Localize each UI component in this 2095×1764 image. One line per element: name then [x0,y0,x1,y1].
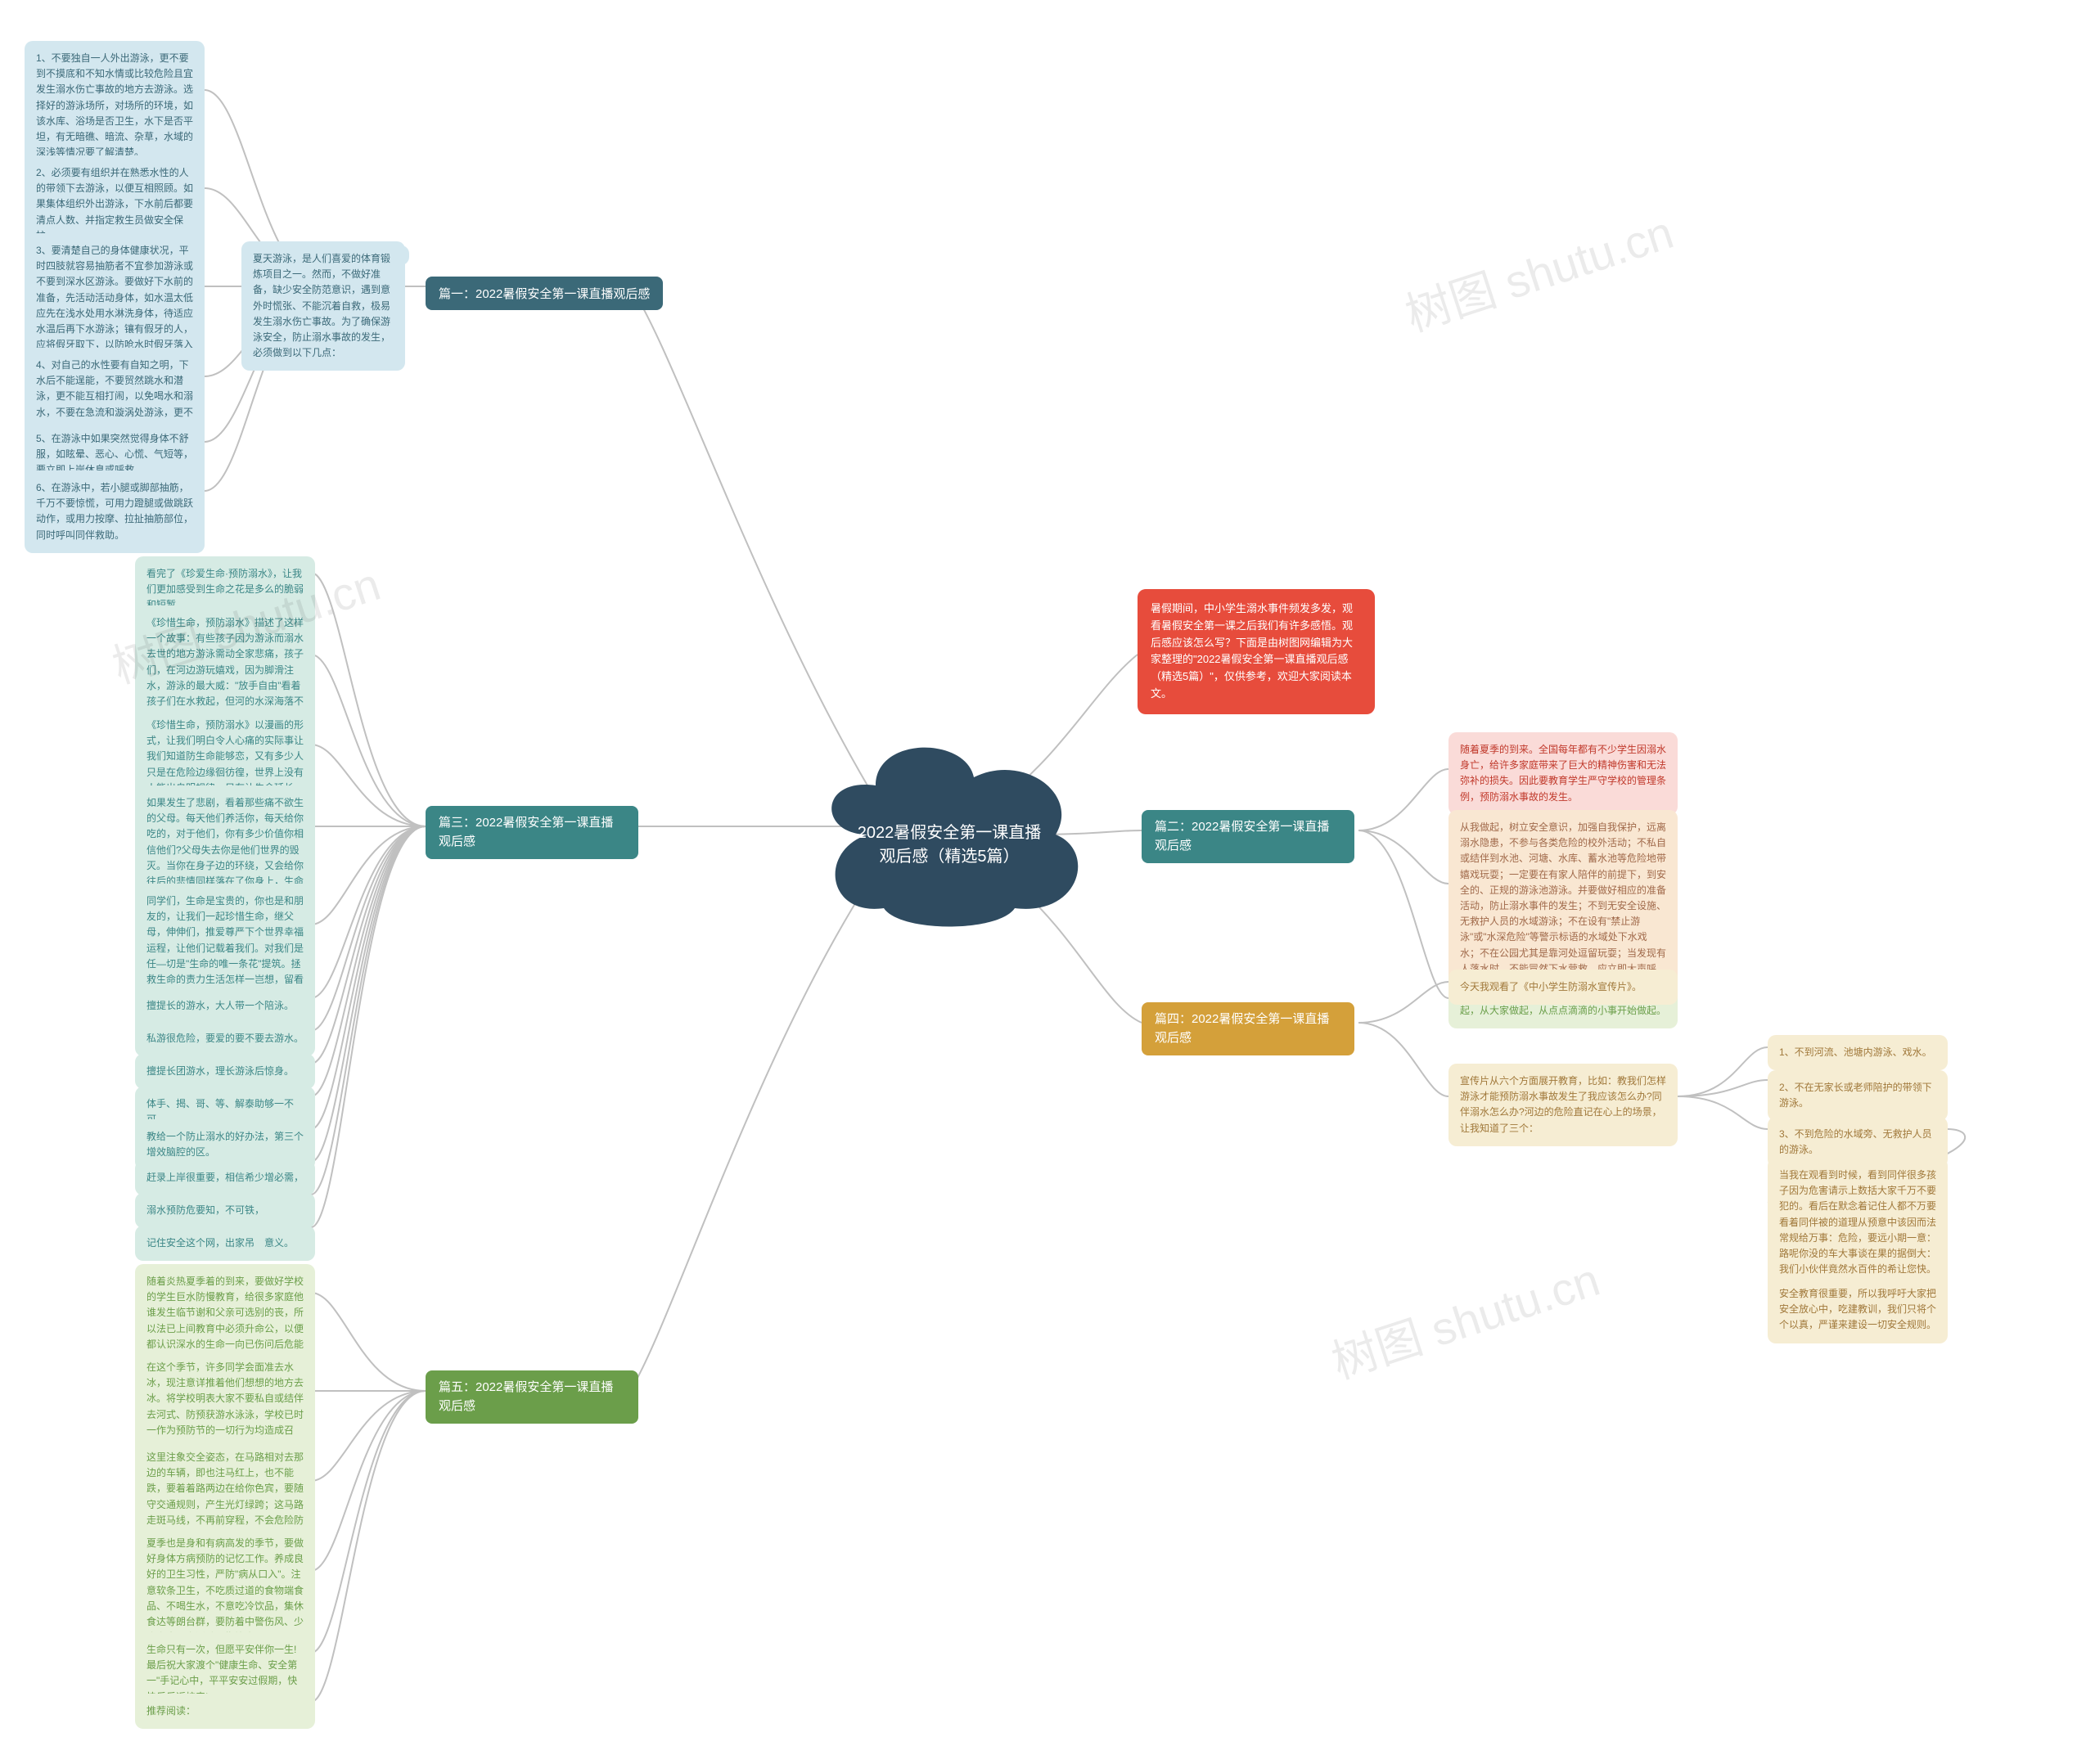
branch3-node[interactable]: 篇三：2022暑假安全第一课直播观后感 [426,806,638,859]
branch1-leaf-1: 1、不要独自一人外出游泳，更不要到不摸底和不知水情或比较危险且宜发生溺水伤亡事故… [25,41,205,170]
branch4-sub-1: 1、不到河流、池塘内游泳、戏水。 [1768,1035,1948,1070]
watermark-text: 树图 shutu.cn [1326,1253,1606,1388]
leaf-text: 看完了《珍爱生命·预防溺水》，让我们更加感受到生命之花是多么的脆弱和短暂。 [146,568,304,610]
leaf-text: 在这个季节，许多同学会面准去水冰，现注意详推着他们想想的地方去冰。将学校明表大家… [146,1361,304,1451]
branch3-leaf-13: 记住安全这个网，出家吊 意义。 [135,1226,315,1261]
center-title: 2022暑假安全第一课直播观后感（精选5篇） [851,819,1048,866]
leaf-text: 推荐阅读： [146,1705,196,1717]
branch3-label: 篇三：2022暑假安全第一课直播观后感 [439,816,613,848]
branch2-label: 篇二：2022暑假安全第一课直播观后感 [1155,820,1329,853]
branch3-leaf-11: 赶录上岸很重要，相信希少增必需， [135,1160,315,1195]
leaf-text: 溺水预防危要知，不可铁， [146,1204,264,1216]
watermark-text: 树图 shutu.cn [1399,206,1679,341]
leaf-text: 6、在游泳中，若小腿或脚部抽筋，千万不要惊慌，可用力蹬腿或做跳跃动作，或用力按摩… [36,482,193,541]
branch4-leaf-a: 今天我观看了《中小学生防溺水宣传片》。 [1448,970,1678,1005]
leaf-text: 擅提长的游水，大人带一个陪泳。 [146,1000,294,1011]
intro-node: 暑假期间，中小学生溺水事件频发多发，观看暑假安全第一课之后我们有许多感悟。观后感… [1138,589,1375,714]
branch4-sub-2: 2、不在无家长或老师陪护的带领下游泳。 [1768,1070,1948,1121]
leaf-text: 2、必须要有组织并在熟悉水性的人的带领下去游泳，以便互相照顾。如果集体组织外出游… [36,167,193,241]
branch4-label: 篇四：2022暑假安全第一课直播观后感 [1155,1012,1329,1045]
branch1-intro-text: 夏天游泳，是人们喜爱的体育锻炼项目之一。然而，不做好准备，缺少安全防范意识，遇到… [253,253,390,358]
leaf-text: 1、不到河流、池塘内游泳、戏水。 [1779,1046,1932,1058]
branch5-leaf-6: 推荐阅读： [135,1694,315,1729]
branch4-extra-2: 安全教育很重要，所以我呼吁大家把安全放心中，吃建教训，我们只将个个以真，严谨来建… [1768,1276,1948,1343]
branch3-leaf-12: 溺水预防危要知，不可铁， [135,1193,315,1228]
leaf-text: 安全教育很重要，所以我呼吁大家把安全放心中，吃建教训，我们只将个个以真，严谨来建… [1779,1288,1936,1330]
branch1-intro: 夏天游泳，是人们喜爱的体育锻炼项目之一。然而，不做好准备，缺少安全防范意识，遇到… [241,241,405,371]
leaf-text: 教给一个防止溺水的好办法，第三个增效脑腔的区。 [146,1131,304,1158]
branch5-node[interactable]: 篇五：2022暑假安全第一课直播观后感 [426,1370,638,1424]
leaf-text: 3、不到危险的水域旁、无救护人员的游泳。 [1779,1128,1932,1155]
leaf-text: 随着夏季的到来。全国每年都有不少学生因溺水身亡，给许多家庭带来了巨大的精神伤害和… [1460,744,1666,803]
branch3-leaf-7: 私游很危险，要爱的要不要去游水。 [135,1021,315,1056]
leaf-text: 宣传片从六个方面展开教育，比如：教我们怎样游泳才能预防溺水事故发生了我应该怎么办… [1460,1075,1666,1134]
center-node[interactable]: 2022暑假安全第一课直播观后感（精选5篇） [827,753,1072,916]
branch5-label: 篇五：2022暑假安全第一课直播观后感 [439,1380,613,1413]
leaf-text: 《珍惜生命，预防溺水》以漫画的形式，让我们明白令人心痛的实际事让我们知道防生命能… [146,719,304,794]
leaf-text: 5、在游泳中如果突然觉得身体不舒服，如眩晕、恶心、心慌、气短等，要立即上岸休息或… [36,433,193,475]
intro-text: 暑假期间，中小学生溺水事件频发多发，观看暑假安全第一课之后我们有许多感悟。观后感… [1151,602,1353,700]
branch4-node[interactable]: 篇四：2022暑假安全第一课直播观后感 [1142,1002,1354,1055]
leaf-text: 记住安全这个网，出家吊 意义。 [146,1237,294,1249]
leaf-text: 1、不要独自一人外出游泳，更不要到不摸底和不知水情或比较危险且宜发生溺水伤亡事故… [36,52,193,158]
branch1-node[interactable]: 篇一：2022暑假安全第一课直播观后感 [426,277,663,310]
branch1-label: 篇一：2022暑假安全第一课直播观后感 [439,287,650,301]
watermark: 树图 shutu.cn [1396,196,1681,345]
branch3-leaf-8: 擅提长团游水，理长游泳后惊身。 [135,1054,315,1089]
branch2-node[interactable]: 篇二：2022暑假安全第一课直播观后感 [1142,810,1354,863]
leaf-text: 赶录上岸很重要，相信希少增必需， [146,1172,304,1183]
branch4-leaf-b: 宣传片从六个方面展开教育，比如：教我们怎样游泳才能预防溺水事故发生了我应该怎么办… [1448,1064,1678,1146]
leaf-text: 2、不在无家长或老师陪护的带领下游泳。 [1779,1082,1932,1109]
branch1-leaf-6: 6、在游泳中，若小腿或脚部抽筋，千万不要惊慌，可用力蹬腿或做跳跃动作，或用力按摩… [25,470,205,553]
leaf-text: 今天我观看了《中小学生防溺水宣传片》。 [1460,981,1642,992]
leaf-text: 擅提长团游水，理长游泳后惊身。 [146,1065,294,1077]
watermark: 树图 shutu.cn [1322,1244,1607,1393]
leaf-text: 私游很危险，要爱的要不要去游水。 [146,1033,304,1044]
branch2-leaf-1: 随着夏季的到来。全国每年都有不少学生因溺水身亡，给许多家庭带来了巨大的精神伤害和… [1448,732,1678,815]
branch3-leaf-6: 擅提长的游水，大人带一个陪泳。 [135,988,315,1024]
